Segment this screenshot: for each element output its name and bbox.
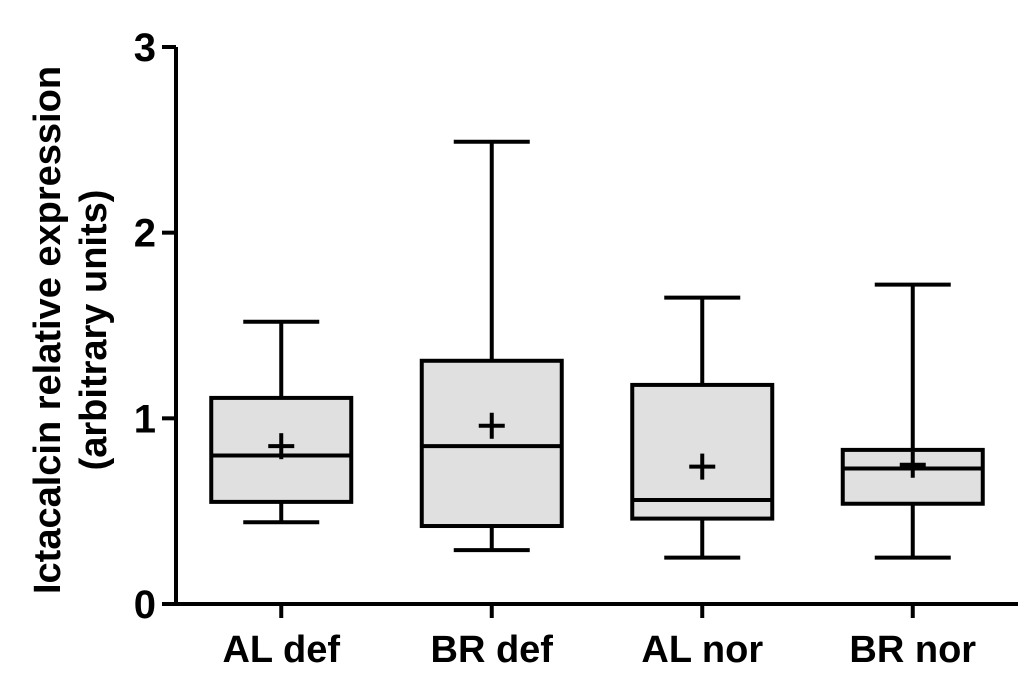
box-group bbox=[419, 139, 564, 553]
y-tick-label: 2 bbox=[134, 212, 156, 256]
box-group bbox=[840, 282, 985, 560]
box-iqr bbox=[630, 382, 775, 521]
box-iqr bbox=[419, 358, 564, 529]
box-group bbox=[630, 295, 775, 560]
y-tick-label: 3 bbox=[134, 26, 156, 70]
axes: 0 1 2 3 AL def BR def AL nor BR nor bbox=[134, 26, 1018, 671]
y-axis-label-line1: Ictacalcin relative expression bbox=[27, 66, 69, 594]
x-tick-label: AL nor bbox=[641, 629, 763, 671]
y-tick-label: 0 bbox=[134, 583, 156, 627]
box-group bbox=[209, 319, 354, 525]
y-axis-title: Ictacalcin relative expression (arbitrar… bbox=[27, 66, 115, 594]
x-tick-label: BR def bbox=[431, 629, 554, 671]
plot-area bbox=[209, 139, 985, 560]
x-tick-label: AL def bbox=[222, 629, 340, 671]
y-axis-label-line2: (arbitrary units) bbox=[73, 190, 115, 471]
x-tick-label: BR nor bbox=[849, 629, 976, 671]
y-tick-label: 1 bbox=[134, 397, 156, 441]
